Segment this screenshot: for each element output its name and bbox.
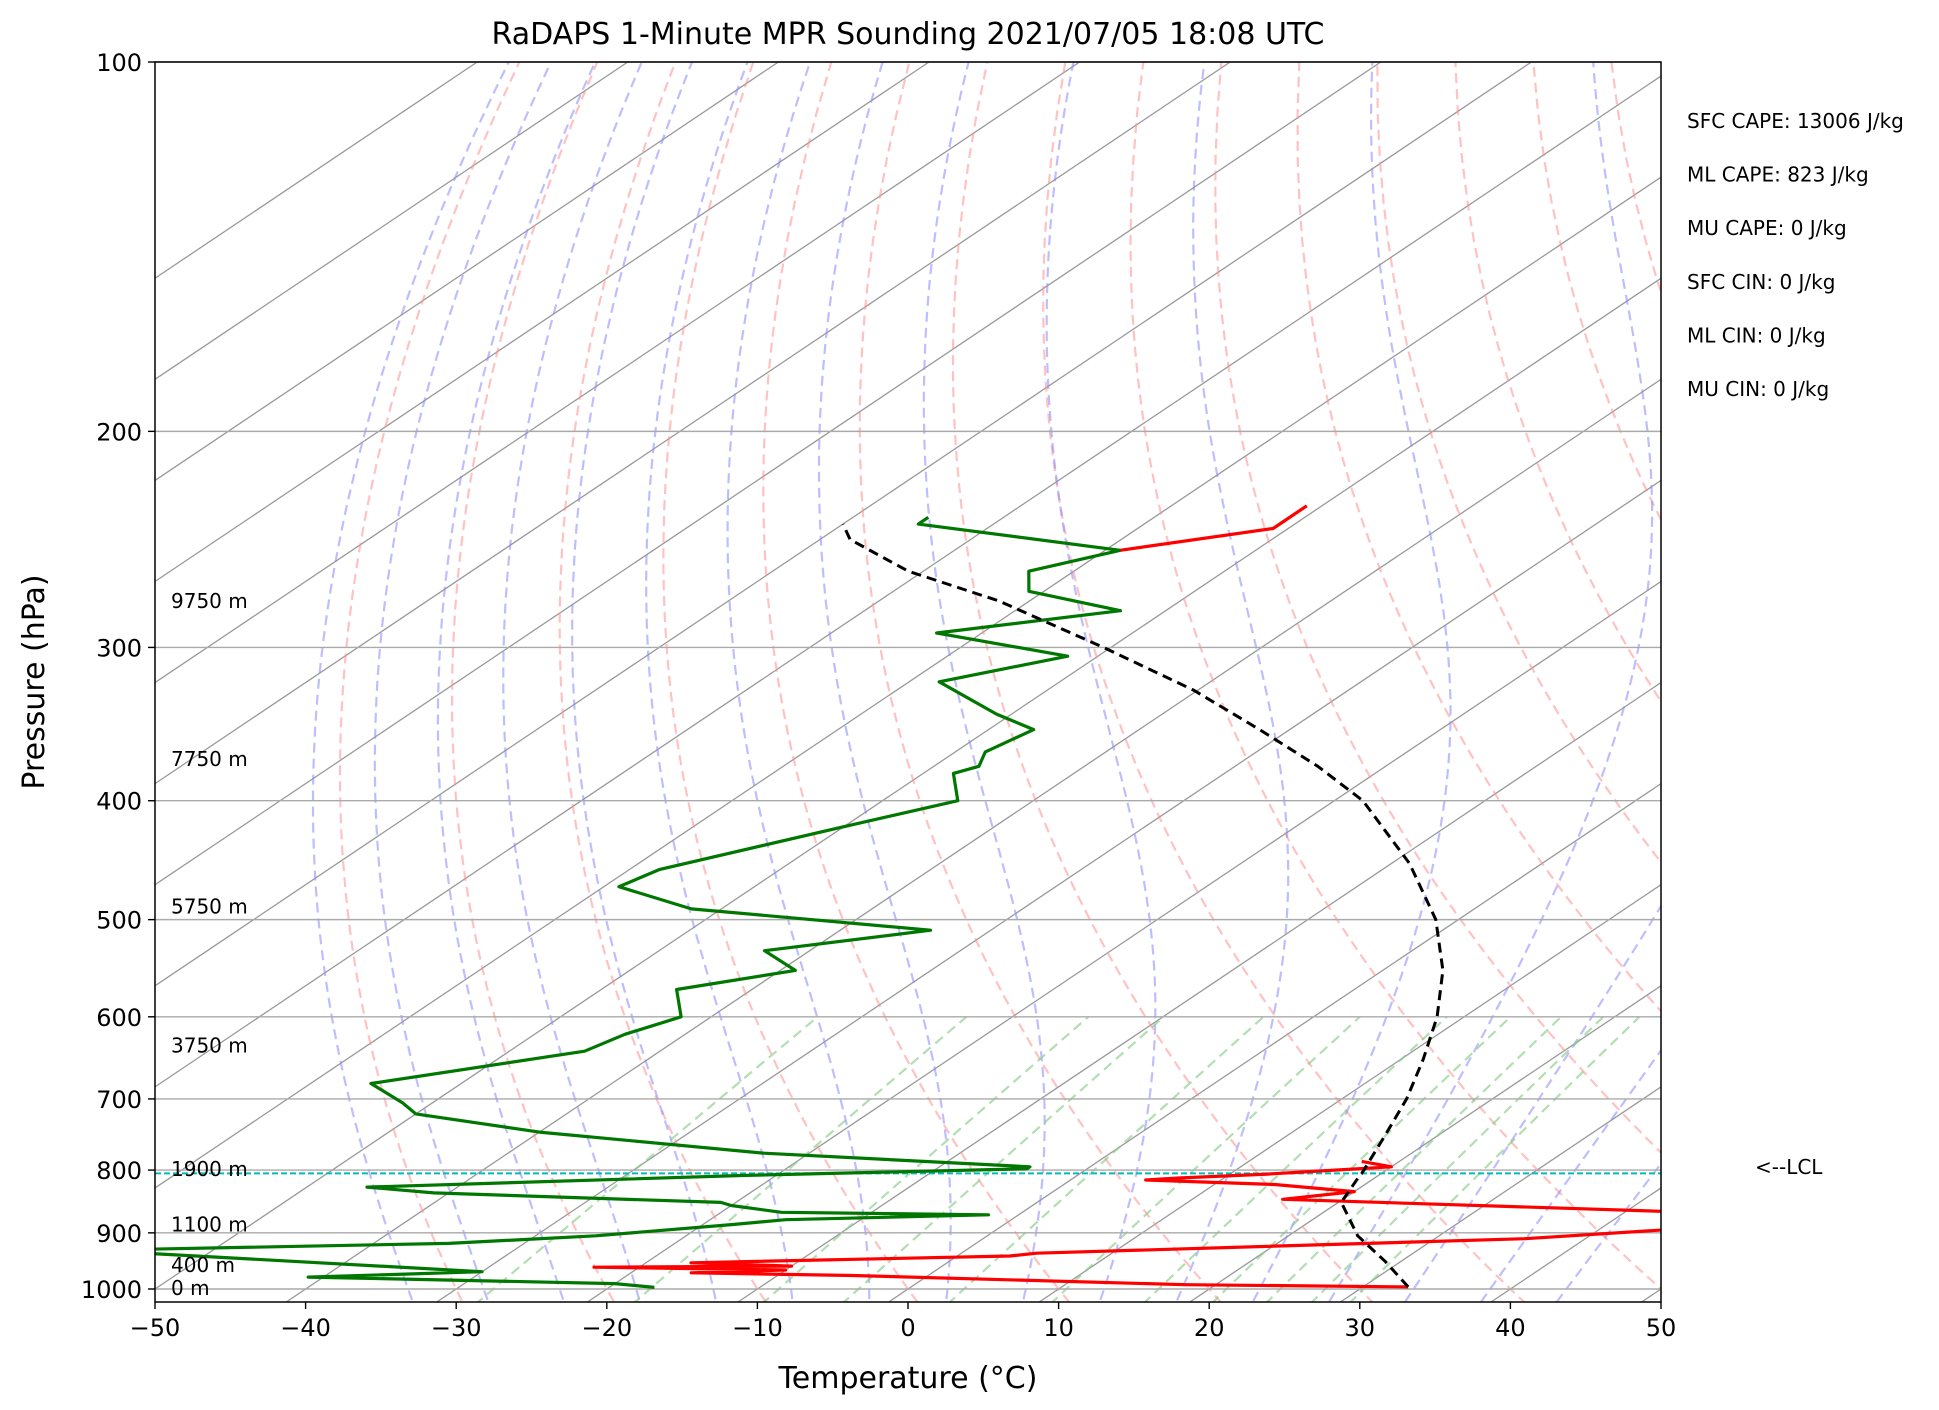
- temperature-line: [594, 1161, 1772, 1287]
- isotherm-line: [0, 62, 1080, 1315]
- chart-title: RaDAPS 1-Minute MPR Sounding 2021/07/05 …: [492, 17, 1325, 52]
- y-tick-label: 300: [96, 634, 142, 662]
- height-label: 1100 m: [171, 1213, 248, 1237]
- moist-adiabat-line: [375, 62, 551, 1315]
- dry-adiabat-line: [663, 62, 927, 1315]
- isotherm-line: [0, 62, 628, 1315]
- mixing-ratio-line: [1132, 1017, 1447, 1315]
- y-axis-label: Pressure (hPa): [17, 574, 52, 789]
- stats-panel: SFC CAPE: 13006 J/kg ML CAPE: 823 J/kg MU …: [1687, 109, 1904, 401]
- y-tick-label: 500: [96, 907, 142, 935]
- isotherm-line: [0, 62, 929, 1315]
- isotherm-line: [1321, 62, 1939, 1315]
- moist-adiabat-line: [1321, 62, 1652, 1315]
- mixing-ratio-line: [1039, 1017, 1360, 1315]
- isotherm-line: [0, 62, 1682, 1315]
- lcl-label: <--LCL: [1755, 1155, 1823, 1179]
- x-tick-label: −30: [431, 1314, 482, 1342]
- y-tick-label: 1000: [81, 1276, 142, 1304]
- isotherm-line: [267, 62, 1939, 1315]
- stat-line: MU CAPE: 0 J/kg: [1687, 216, 1847, 240]
- isotherm-line: [1020, 62, 1939, 1315]
- x-tick-label: −50: [130, 1314, 181, 1342]
- y-tick-label: 200: [96, 418, 142, 446]
- isotherm-line: [0, 62, 778, 1315]
- isotherm-line: [418, 62, 1939, 1315]
- stat-line: SFC CAPE: 13006 J/kg: [1687, 109, 1904, 133]
- y-tick-label: 600: [96, 1004, 142, 1032]
- height-labels: 9750 m 7750 m 5750 m 3750 m 1900 m 1100 m 400 …: [171, 589, 248, 1300]
- y-tick-label: 400: [96, 788, 142, 816]
- dry-adiabat-line: [452, 62, 621, 1315]
- stat-line: SFC CIN: 0 J/kg: [1687, 270, 1835, 294]
- x-tick-label: −10: [732, 1314, 783, 1342]
- dry-adiabat-line: [860, 62, 1233, 1315]
- dry-adiabat-line: [1923, 62, 1939, 1315]
- y-tick-label: 800: [96, 1157, 142, 1185]
- isotherm-line: [1472, 62, 1939, 1315]
- dry-adiabat-line: [1043, 62, 1538, 1315]
- dry-adiabat-line: [1689, 62, 1939, 1315]
- height-label: 400 m: [171, 1253, 235, 1277]
- mixing-ratio-line: [750, 1017, 1089, 1315]
- x-axis-ticks: −50 −40 −30 −20 −10 0 10 20 30 40 50: [130, 1302, 1677, 1342]
- height-label: 5750 m: [171, 895, 248, 919]
- isotherm-line: [568, 62, 1939, 1315]
- isotherm-line: [0, 62, 477, 1315]
- x-axis-label: Temperature (°C): [778, 1361, 1038, 1396]
- isotherm-line: [0, 62, 1381, 1315]
- thermo-background-lines: [0, 62, 1939, 1315]
- isotherm-line: [869, 62, 1939, 1315]
- y-tick-label: 900: [96, 1220, 142, 1248]
- x-tick-label: 30: [1345, 1314, 1376, 1342]
- dry-adiabat-line: [953, 62, 1385, 1315]
- mixing-ratio-line: [1299, 1017, 1603, 1315]
- stat-line: ML CIN: 0 J/kg: [1687, 323, 1826, 347]
- isotherm-line: [116, 62, 1939, 1315]
- height-label: 1900 m: [171, 1157, 248, 1181]
- mixing-ratio-line: [620, 1017, 966, 1315]
- dry-adiabat-line: [1845, 62, 1939, 1315]
- isotherm-line: [1622, 62, 1939, 1315]
- temperature_top-line: [1120, 506, 1307, 551]
- moist-adiabat-line: [1472, 62, 1939, 1315]
- dry-adiabat-line: [1215, 62, 1843, 1315]
- y-tick-label: 100: [96, 49, 142, 77]
- height-label: 9750 m: [171, 589, 248, 613]
- x-tick-label: −40: [280, 1314, 331, 1342]
- grid-lines: [155, 62, 1661, 1289]
- y-axis-ticks: 1000 900 800 700 600 500 400 300 200 100: [81, 49, 155, 1304]
- mixing-ratio-line: [1254, 1017, 1561, 1315]
- height-label: 7750 m: [171, 747, 248, 771]
- isotherm-line: [1171, 62, 1939, 1315]
- y-tick-label: 700: [96, 1086, 142, 1114]
- dry-adiabat-line: [1455, 62, 1939, 1315]
- stat-line: ML CAPE: 823 J/kg: [1687, 163, 1869, 187]
- x-tick-label: 20: [1194, 1314, 1225, 1342]
- dry-adiabat-line: [1767, 62, 1939, 1315]
- stat-line: MU CIN: 0 J/kg: [1687, 377, 1829, 401]
- height-label: 0 m: [171, 1276, 210, 1300]
- x-tick-label: −20: [581, 1314, 632, 1342]
- dry-adiabat-line: [1377, 62, 1939, 1315]
- x-tick-label: 0: [900, 1314, 915, 1342]
- x-tick-label: 10: [1043, 1314, 1074, 1342]
- dry-adiabat-line: [1533, 62, 1939, 1315]
- moist-adiabat-line: [1171, 62, 1289, 1315]
- isotherm-line: [0, 62, 1230, 1315]
- height-label: 3750 m: [171, 1033, 248, 1057]
- moist-adiabat-line: [924, 62, 1045, 1315]
- dry-adiabat-line: [763, 62, 1079, 1315]
- x-tick-label: 50: [1646, 1314, 1677, 1342]
- isotherm-line: [0, 62, 1833, 1315]
- x-tick-label: 40: [1495, 1314, 1526, 1342]
- isotherm-line: [0, 62, 1531, 1315]
- moist-adiabat-line: [1246, 62, 1451, 1315]
